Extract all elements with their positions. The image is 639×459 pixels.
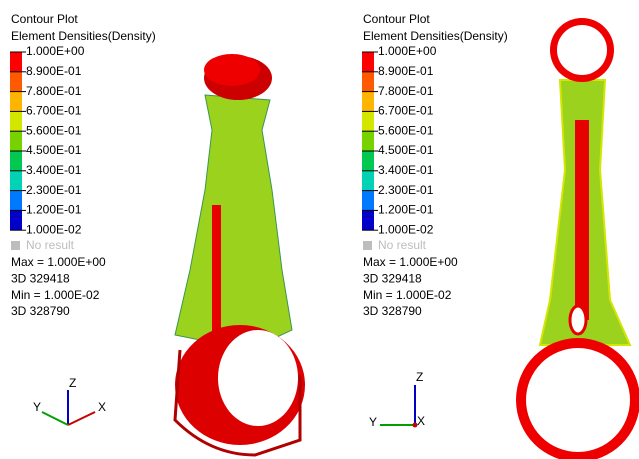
axis-triad: Z X Y	[369, 370, 425, 429]
stat-line: Min = 1.000E-02	[363, 288, 452, 302]
no-result-label: No result	[378, 238, 427, 252]
legend-swatch	[362, 151, 374, 171]
legend-swatch	[10, 151, 22, 171]
legend-label: 3.400E-01	[378, 163, 434, 177]
plot-subtitle: Element Densities(Density)	[363, 29, 508, 43]
no-result-label: No result	[26, 238, 75, 252]
legend-label: 1.000E-02	[26, 222, 82, 236]
legend-swatch	[362, 92, 374, 112]
legend-swatch	[10, 111, 22, 131]
stat-line: 3D 328790	[363, 304, 422, 318]
legend-label: 5.600E-01	[26, 123, 82, 137]
legend-swatch	[10, 92, 22, 112]
legend-label: 7.800E-01	[26, 84, 82, 98]
legend-label: 5.600E-01	[378, 123, 434, 137]
legend-label: 1.000E+00	[26, 44, 85, 58]
part-3d	[175, 54, 305, 455]
legend-swatch	[362, 131, 374, 151]
axis-label-x: X	[98, 400, 106, 414]
legend-label: 1.000E+00	[378, 44, 437, 58]
legend-label: 4.500E-01	[378, 143, 434, 157]
part-front	[516, 18, 639, 459]
legend-swatch	[10, 131, 22, 151]
plot-subtitle: Element Densities(Density)	[11, 29, 156, 43]
legend-swatch	[362, 111, 374, 131]
legend-label: 6.700E-01	[26, 104, 82, 118]
legend-label: 6.700E-01	[378, 104, 434, 118]
legend-swatch	[10, 52, 22, 72]
legend-swatch	[362, 52, 374, 72]
legend-label: 7.800E-01	[378, 84, 434, 98]
axis-triad: Z X Y	[33, 376, 106, 425]
legend-swatch	[362, 171, 374, 191]
stat-line: 3D 329418	[363, 271, 422, 285]
legend-swatch	[10, 191, 22, 211]
stat-line: 3D 328790	[11, 304, 70, 318]
stat-line: Max = 1.000E+00	[363, 255, 458, 269]
legend-label: 2.300E-01	[378, 183, 434, 197]
axis-label-x: X	[417, 414, 425, 428]
legend-swatch	[362, 210, 374, 230]
legend-label: 4.500E-01	[26, 143, 82, 157]
stat-line: Max = 1.000E+00	[11, 255, 106, 269]
legend-swatch	[362, 191, 374, 211]
legend-swatch	[10, 171, 22, 191]
axis-label-z: Z	[416, 370, 423, 384]
screenshot: Z X Y Z X Y Contour Plot Element Densitie…	[0, 0, 639, 459]
legend-label: 2.300E-01	[26, 183, 82, 197]
no-result-swatch	[11, 241, 20, 250]
legend-label: 1.000E-02	[378, 222, 434, 236]
no-result-swatch	[363, 241, 372, 250]
legend-swatch	[362, 72, 374, 92]
legend-label: 8.900E-01	[378, 64, 434, 78]
axis-label-y: Y	[369, 415, 377, 429]
axis-label-z: Z	[69, 376, 76, 390]
legend-swatch	[10, 210, 22, 230]
plot-title: Contour Plot	[363, 12, 430, 26]
stat-line: Min = 1.000E-02	[11, 288, 100, 302]
axis-label-y: Y	[33, 400, 41, 414]
legend-swatch	[10, 72, 22, 92]
plot-title: Contour Plot	[11, 12, 78, 26]
legend-label: 8.900E-01	[26, 64, 82, 78]
legend-label: 1.200E-01	[378, 203, 434, 217]
legend-label: 3.400E-01	[26, 163, 82, 177]
stat-line: 3D 329418	[11, 271, 70, 285]
legend-label: 1.200E-01	[26, 203, 82, 217]
